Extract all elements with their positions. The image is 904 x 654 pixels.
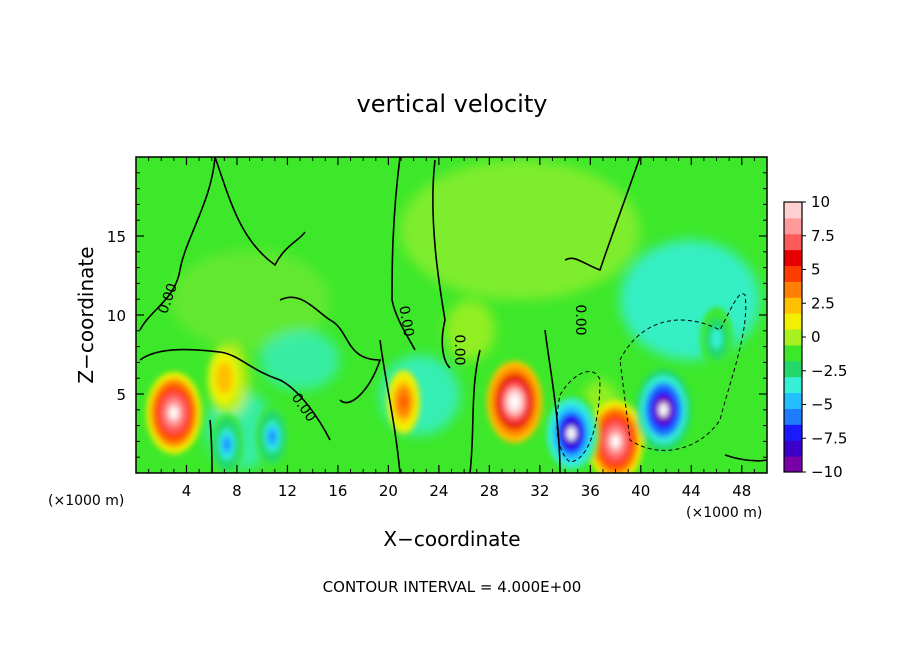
contour-zero xyxy=(379,339,401,473)
contour-lines-negative xyxy=(556,293,747,463)
colorbar-swatch xyxy=(784,329,802,346)
colorbar-label: 0 xyxy=(811,328,821,346)
contour-zero xyxy=(469,349,481,473)
colorbar-swatch xyxy=(784,281,802,298)
x-axis-unit-right: (×1000 m) xyxy=(686,505,762,521)
downdraft-core xyxy=(713,333,720,344)
y-axis-label: Z−coordinate xyxy=(74,246,98,383)
updraft-core xyxy=(509,395,520,409)
velocity-features xyxy=(146,307,733,473)
colorbar-swatch xyxy=(784,217,802,235)
updraft-core xyxy=(169,406,179,420)
x-tick-label: 20 xyxy=(379,482,398,500)
contour-zero xyxy=(139,348,331,441)
colorbar-swatch xyxy=(784,265,802,282)
downdraft-core xyxy=(658,402,669,417)
colorbar-swatch xyxy=(784,297,802,314)
colorbar-swatch xyxy=(784,233,802,251)
updraft-core xyxy=(400,396,407,408)
plot-area: 0.000.000.000.000.00 xyxy=(136,157,767,473)
x-axis: 4 8 12 16 20 24 28 32 36 40 44 48 xyxy=(148,157,755,500)
contour-zero xyxy=(432,159,451,369)
contour-zero xyxy=(391,157,416,351)
x-tick-label: 32 xyxy=(530,482,549,500)
colorbar-label: 5 xyxy=(811,261,821,279)
colorbar-label: −5 xyxy=(811,396,833,414)
colorbar-swatch xyxy=(784,202,802,219)
colorbar-swatch xyxy=(784,313,802,330)
colorbar-swatch xyxy=(784,456,802,473)
colorbar-swatch xyxy=(784,392,802,409)
colorbar-swatch xyxy=(784,344,802,362)
colorbar-label: 2.5 xyxy=(811,294,835,312)
x-tick-label: 24 xyxy=(429,482,448,500)
contour-zero xyxy=(564,157,641,272)
x-axis-label: X−coordinate xyxy=(383,527,520,551)
x-tick-label: 28 xyxy=(480,482,499,500)
y-tick-label: 5 xyxy=(116,386,126,404)
contour-label: 0.00 xyxy=(572,304,588,335)
colorbar-label: 7.5 xyxy=(811,227,835,245)
y-axis: 5 10 15 xyxy=(107,172,767,458)
cyan-field-patch xyxy=(620,240,760,360)
colorbar-swatch xyxy=(784,440,802,457)
x-tick-label: 16 xyxy=(328,482,347,500)
contour-lines xyxy=(139,157,767,473)
contour-zero xyxy=(139,157,216,331)
colorbar-swatch xyxy=(784,376,802,394)
yellow-field-patch xyxy=(445,300,495,360)
contour-negative xyxy=(556,371,601,463)
contour-negative xyxy=(619,293,747,451)
colorbar-swatch xyxy=(784,408,802,425)
contour-label: 0.00 xyxy=(395,305,416,338)
x-tick-label: 4 xyxy=(182,482,192,500)
x-tick-label: 8 xyxy=(232,482,242,500)
colorbar: 10 7.5 5 2.5 0 −2.5 −5 −7.5 −10 xyxy=(783,193,847,481)
downdraft-core xyxy=(269,431,276,442)
updraft-core xyxy=(221,372,228,384)
colorbar-label: −2.5 xyxy=(811,362,847,380)
contour-zero xyxy=(724,454,767,462)
x-tick-label: 48 xyxy=(732,482,751,500)
colorbar-swatch xyxy=(784,360,802,378)
colorbar-label: 10 xyxy=(811,193,830,211)
colorbar-label: −7.5 xyxy=(811,429,847,447)
updraft-core xyxy=(610,434,621,449)
downdraft-core xyxy=(224,439,230,450)
x-axis-unit-left: (×1000 m) xyxy=(48,493,124,509)
light-field-patch xyxy=(170,250,330,350)
contour-interval-note: CONTOUR INTERVAL = 4.000E+00 xyxy=(323,578,582,596)
chart-title: vertical velocity xyxy=(357,90,548,118)
x-tick-label: 44 xyxy=(682,482,701,500)
light-field-patch xyxy=(400,160,640,300)
cyan-field-patch xyxy=(260,330,340,390)
colorbar-swatch xyxy=(784,249,802,267)
x-tick-label: 36 xyxy=(581,482,600,500)
y-tick-label: 10 xyxy=(107,307,126,325)
x-tick-label: 12 xyxy=(278,482,297,500)
x-tick-label: 40 xyxy=(631,482,650,500)
contour-zero xyxy=(544,329,561,473)
downdraft-core xyxy=(566,426,577,441)
contour-zero xyxy=(279,296,382,404)
contour-zero xyxy=(214,157,306,267)
colorbar-swatch xyxy=(784,424,802,441)
contour-label: 0.00 xyxy=(451,334,467,365)
y-tick-label: 15 xyxy=(107,228,126,246)
colorbar-label: −10 xyxy=(811,463,843,481)
